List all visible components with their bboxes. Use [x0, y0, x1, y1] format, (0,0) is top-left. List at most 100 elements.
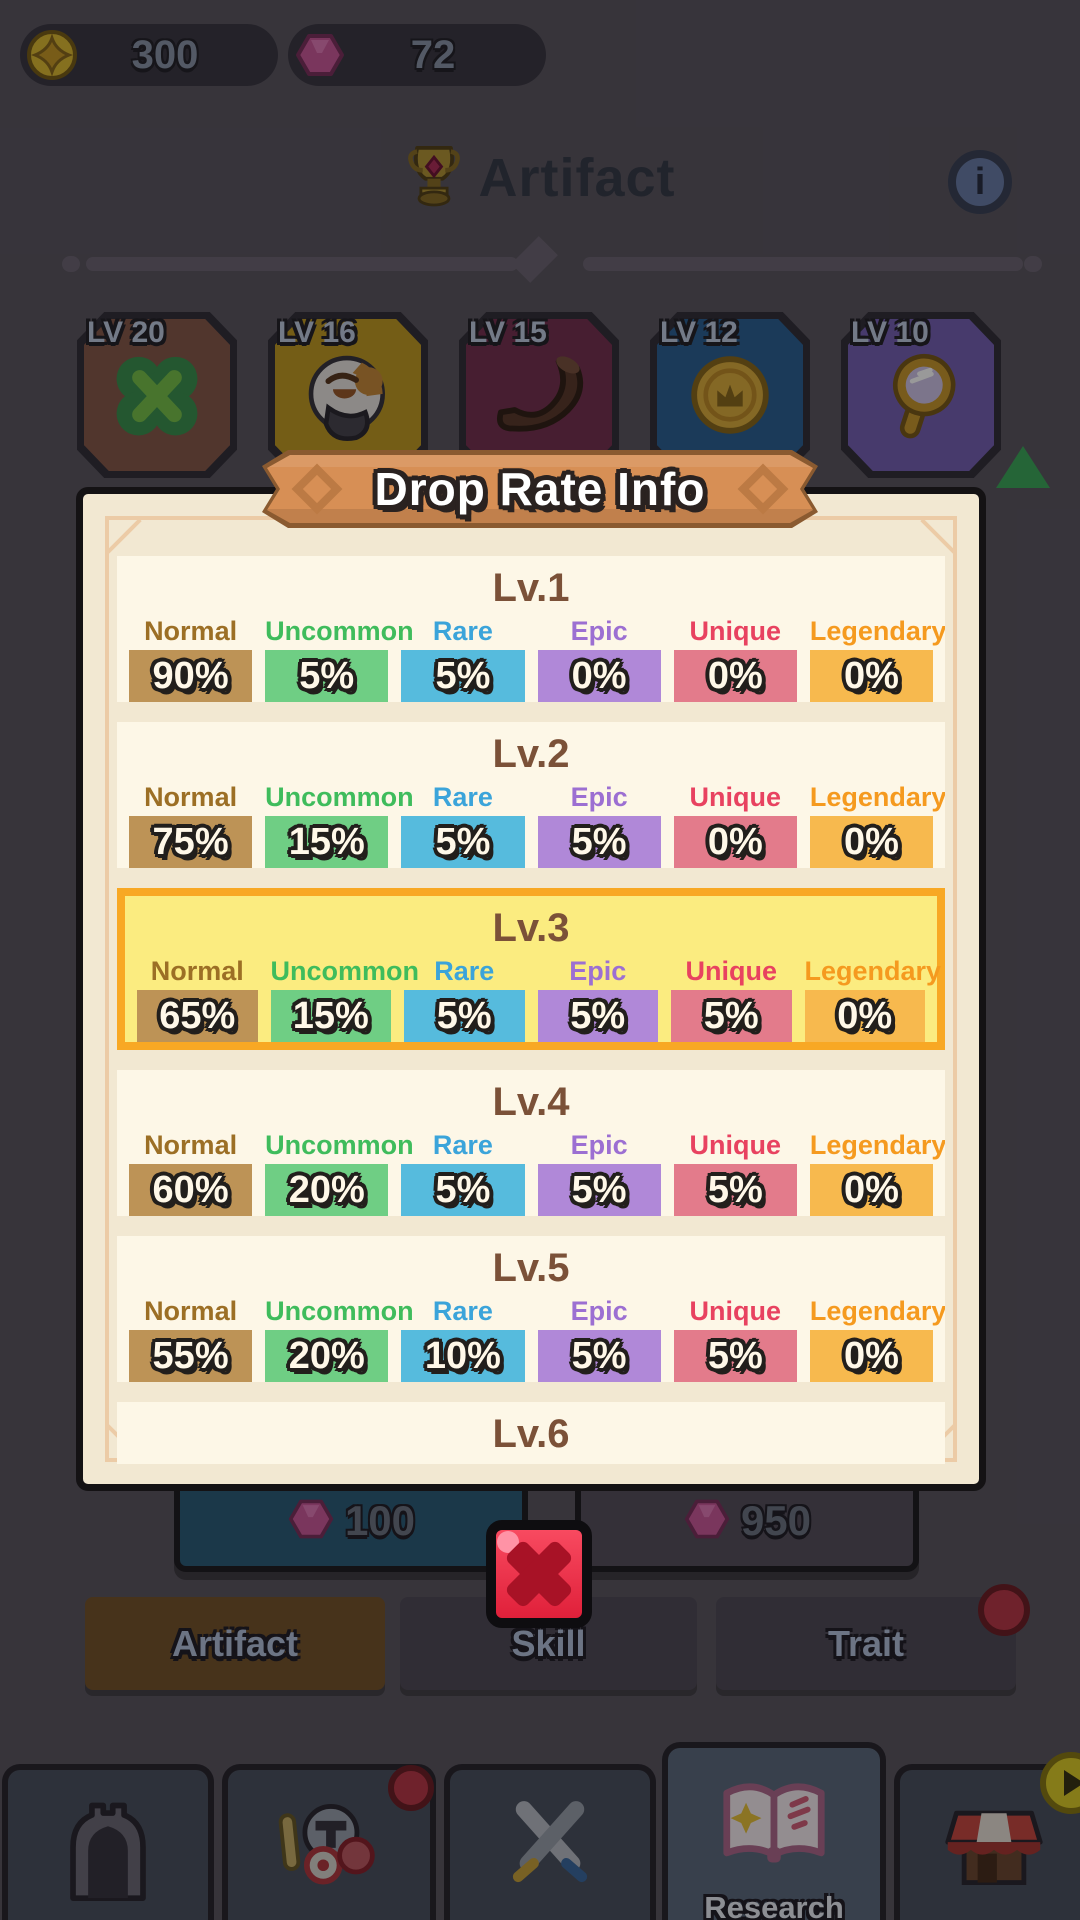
artifact-card-lv-20[interactable]: LV 20: [77, 312, 237, 478]
rarity-value-badge: 55%: [129, 1330, 253, 1382]
rarity-value-badge: 65%: [137, 990, 258, 1042]
rarity-col-unique: Unique 0%: [673, 780, 797, 868]
castle-icon: [56, 1792, 160, 1911]
rarity-value-badge: 0%: [673, 650, 797, 702]
card-level-label: LV 20: [87, 316, 165, 349]
level-title: Lv.6: [492, 1412, 570, 1456]
gem-icon: [683, 1495, 731, 1548]
rarity-label: Epic: [570, 1296, 628, 1326]
rarity-label: Uncommon: [270, 956, 420, 986]
artifact-card-lv-10[interactable]: LV 10: [841, 312, 1001, 478]
rarity-value-badge: 5%: [401, 650, 525, 702]
rarity-label: Uncommon: [265, 1130, 414, 1160]
rarity-col-normal: Normal 90%: [129, 614, 253, 702]
coin-currency-pill: 300: [20, 24, 278, 86]
rarity-col-normal: Normal 75%: [129, 780, 253, 868]
rarity-value-badge: 0%: [809, 816, 934, 868]
info-button[interactable]: i: [948, 150, 1012, 214]
rarity-label: Legendary: [809, 1296, 945, 1326]
nav-item-research[interactable]: Research: [662, 1742, 886, 1920]
rarity-col-rare: Rare: [401, 1460, 524, 1464]
rarity-col-unique: Unique: [674, 1460, 797, 1464]
close-button[interactable]: [486, 1520, 592, 1628]
page-title-text: Artifact: [478, 147, 676, 208]
rarity-value-badge: 20%: [265, 1164, 389, 1216]
rarity-label: Normal: [150, 956, 244, 986]
rarity-value-badge: 5%: [537, 816, 661, 868]
rarity-label: Epic: [570, 782, 628, 812]
book-icon: [711, 1770, 837, 1881]
rarity-col-normal: Normal 55%: [129, 1294, 253, 1382]
rarity-label: Unique: [674, 1460, 797, 1464]
rarity-value-badge: 10%: [401, 1330, 525, 1382]
rarity-col-unique: Unique 0%: [673, 614, 797, 702]
rarity-col-unique: Unique 5%: [673, 1128, 797, 1216]
rarity-label: Normal: [129, 1460, 252, 1464]
rarity-value-badge: 20%: [265, 1330, 389, 1382]
card-level-label: LV 10: [851, 316, 929, 349]
rarity-label: Rare: [432, 1130, 493, 1160]
rarity-label: Rare: [434, 956, 495, 986]
drop-rate-list: Lv.1 Normal 90% Uncommon 5% Rare 5% Epic 0% Uniqu…: [117, 556, 945, 1464]
tab-trait[interactable]: Trait: [716, 1597, 1016, 1690]
trophy-icon: [404, 142, 464, 213]
up-arrow-icon: [996, 446, 1050, 488]
rarity-col-uncommon: Uncommon: [265, 1460, 414, 1464]
rarity-label: Legendary: [810, 1460, 945, 1464]
rarity-col-rare: Rare 5%: [404, 954, 525, 1042]
level-title: Lv.2: [492, 732, 570, 776]
drop-rate-row-lv6: Lv.6 Normal UncommonRare Epic Unique Legendar…: [117, 1402, 945, 1464]
gem-amount: 72: [410, 32, 456, 77]
nav-item-castle[interactable]: [2, 1764, 214, 1920]
upgrade-cost: 950: [740, 1497, 812, 1544]
rarity-label: Uncommon: [265, 1296, 414, 1326]
section-divider: [0, 236, 1080, 288]
rarity-col-epic: Epic 5%: [537, 1128, 661, 1216]
info-icon: i: [974, 160, 986, 203]
drop-rate-row-lv1: Lv.1 Normal 90% Uncommon 5% Rare 5% Epic 0% Uniqu…: [117, 556, 945, 702]
banner-diamond-icon: [291, 463, 343, 515]
swords-icon: [497, 1792, 603, 1903]
rarity-col-uncommon: Uncommon 20%: [265, 1128, 414, 1216]
rarity-value-badge: 5%: [265, 650, 389, 702]
rarity-col-epic: Epic: [538, 1460, 661, 1464]
card-level-label: LV 15: [469, 316, 547, 349]
rarity-col-epic: Epic 5%: [537, 1294, 661, 1382]
rarity-value-badge: 5%: [401, 816, 525, 868]
rarity-value-badge: 5%: [537, 990, 658, 1042]
tab-artifact[interactable]: Artifact: [85, 1597, 385, 1690]
rarity-value-badge: 15%: [265, 816, 389, 868]
rarity-label: Normal: [144, 1130, 238, 1160]
rarity-value-badge: 5%: [671, 990, 792, 1042]
rarity-value-badge: 0%: [804, 990, 925, 1042]
coin-icon: [26, 29, 78, 81]
rarity-value-badge: 0%: [809, 1330, 934, 1382]
rarity-value-badge: 5%: [673, 1164, 797, 1216]
modal-title: Drop Rate Info: [374, 463, 706, 515]
rarity-value-badge: 5%: [537, 1330, 661, 1382]
modal-title-banner: Drop Rate Info: [262, 450, 818, 528]
rarity-label: Rare: [432, 1296, 493, 1326]
rarity-label: Normal: [144, 616, 238, 646]
rarity-label: Legendary: [804, 956, 942, 986]
card-level-label: LV 16: [278, 316, 356, 349]
hero-icon: [271, 1792, 387, 1903]
rarity-col-epic: Epic 5%: [537, 954, 658, 1042]
rarity-col-legendary: Legendary 0%: [804, 954, 942, 1042]
rarity-col-normal: Normal: [129, 1460, 252, 1464]
level-title: Lv.3: [492, 906, 570, 950]
nav-item-swords[interactable]: [444, 1764, 656, 1920]
tab-label: Trait: [827, 1622, 905, 1664]
rarity-label: Legendary: [809, 782, 945, 812]
notification-dot: [978, 1584, 1030, 1636]
rarity-value-badge: 0%: [809, 1164, 934, 1216]
rarity-label: Uncommon: [265, 1460, 414, 1464]
page-title: Artifact: [0, 142, 1080, 213]
rarity-col-normal: Normal 65%: [137, 954, 258, 1042]
artifact-card-lv-16[interactable]: LV 16: [268, 312, 428, 478]
rarity-value-badge: 5%: [404, 990, 525, 1042]
rarity-col-rare: Rare 5%: [401, 780, 525, 868]
level-title: Lv.5: [492, 1246, 570, 1290]
rarity-value-badge: 15%: [270, 990, 391, 1042]
